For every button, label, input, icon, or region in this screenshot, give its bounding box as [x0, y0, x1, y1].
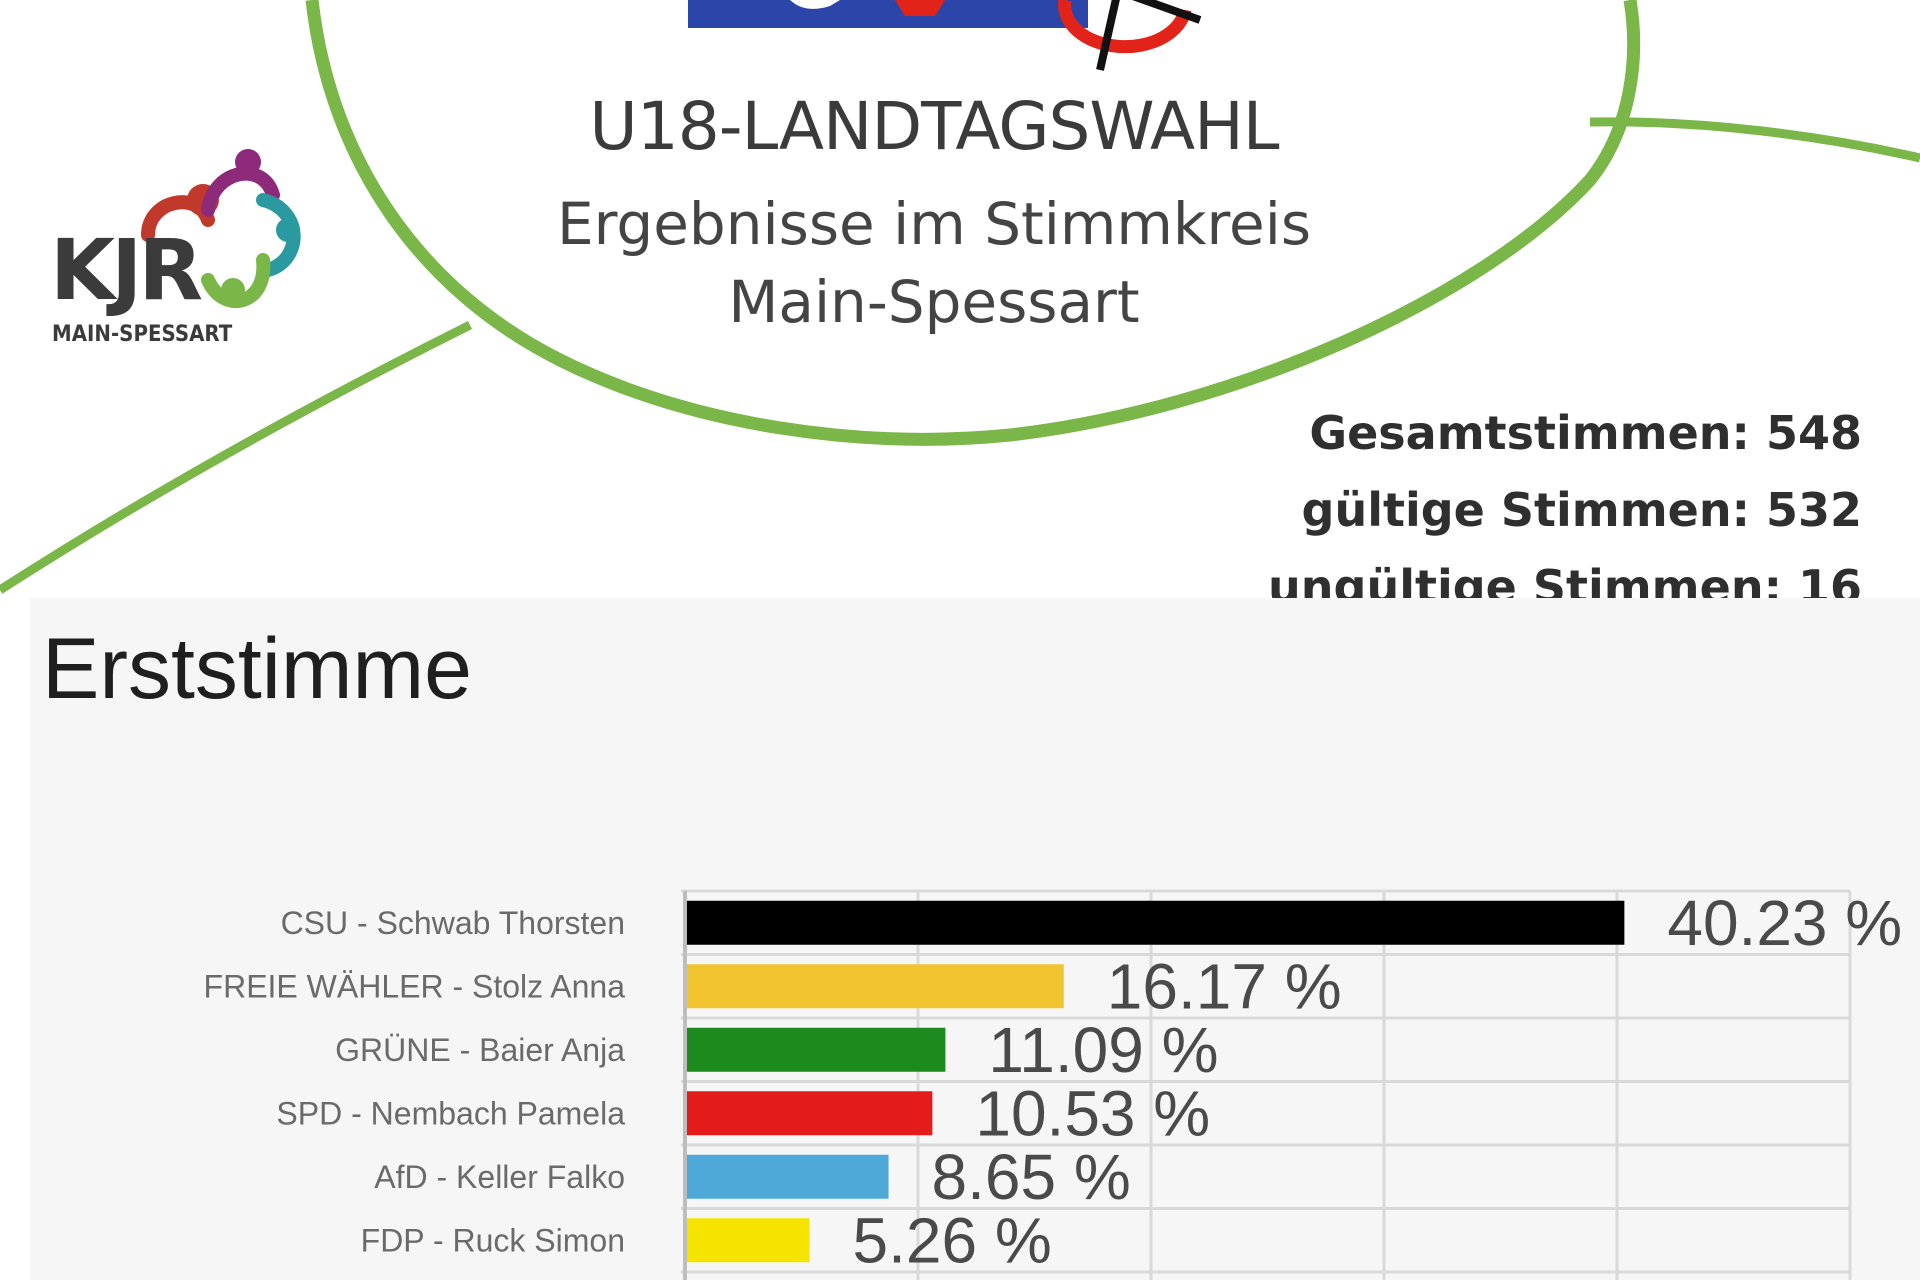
logo-text: KJR [50, 221, 203, 319]
bar [687, 964, 1064, 1009]
total-votes: Gesamtstimmen: 548 [1309, 406, 1862, 460]
bar-chart: CSU - Schwab Thorsten 40.23 % FREIE WÄHLER… [204, 887, 1902, 1280]
green-line-right [1589, 117, 1920, 163]
bar [687, 1091, 933, 1136]
value-label: 5.26 % [853, 1204, 1052, 1276]
ballot-cross-icon [1096, 0, 1202, 71]
ballot-circle-icon [1058, 0, 1192, 54]
category-label: SPD - Nembach Pamela [276, 1095, 625, 1131]
green-blob-outline [305, 0, 1641, 446]
page-subtitle-line2: Main-Spessart [728, 268, 1140, 336]
value-label: 11.09 % [988, 1014, 1218, 1086]
bar [687, 1154, 889, 1199]
value-label: 8.65 % [932, 1141, 1131, 1213]
bar [687, 900, 1625, 945]
category-label: CSU - Schwab Thorsten [281, 905, 625, 941]
bar [687, 1218, 810, 1263]
people-circle-icon [141, 149, 301, 309]
category-label: GRÜNE - Baier Anja [335, 1032, 625, 1068]
valid-votes: gültige Stimmen: 532 [1301, 483, 1862, 537]
page-subtitle-line1: Ergebnisse im Stimmkreis [556, 190, 1312, 258]
category-label: AfD - Keller Falko [374, 1159, 625, 1195]
category-label: FDP - Ruck Simon [361, 1222, 625, 1258]
chart-title: Erststimme [42, 621, 472, 717]
category-label: FREIE WÄHLER - Stolz Anna [204, 968, 626, 1004]
green-line-left [0, 320, 473, 594]
chart-panel: Erststimme CSU - Schwab Thorsten 40.23 % F… [30, 598, 1920, 1280]
u18-banner-red-mark [895, 0, 945, 16]
bar [687, 1027, 946, 1072]
logo-subtext: MAIN-SPESSART [52, 322, 233, 347]
value-label: 16.17 % [1107, 950, 1342, 1022]
page-title: U18-LANDTAGSWAHL [589, 88, 1279, 165]
u18-banner-blue [688, 0, 1088, 28]
u18-banner-white-mark [790, 0, 840, 9]
value-label: 40.23 % [1667, 887, 1902, 959]
vote-statistics: Gesamtstimmen: 548 gültige Stimmen: 532 … [1268, 395, 1862, 626]
kjr-logo: KJR MAIN-SPESSART [48, 140, 308, 360]
value-label: 10.53 % [975, 1077, 1210, 1149]
